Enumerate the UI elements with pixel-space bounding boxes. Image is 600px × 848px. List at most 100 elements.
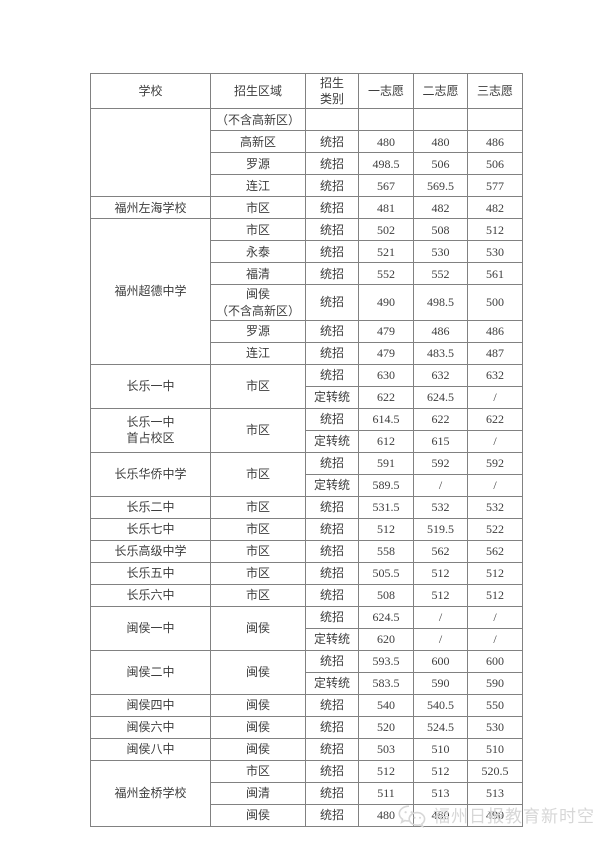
score-cell-choice-3 (467, 108, 523, 132)
area-cell: 闽清 (210, 781, 306, 805)
score-cell-choice-2: 519.5 (413, 517, 468, 541)
category-cell: 统招 (305, 363, 359, 387)
score-cell-choice-2: 480 (413, 130, 468, 154)
table-row: 定转统 589.5// (91, 473, 523, 497)
score-cell-choice-3: 530 (467, 240, 523, 264)
admission-score-table: 学校 招生区域 招生 类别 一志愿 二志愿 三志愿 （不含高新区） 高新区 统招 480 480 4… (90, 72, 523, 827)
category-cell: 统招 (305, 196, 359, 220)
score-cell-choice-1: 593.5 (358, 649, 414, 673)
score-cell-choice-2: 508 (413, 218, 468, 242)
score-cell-choice-2: 530 (413, 240, 468, 264)
score-cell-choice-1: 508 (358, 583, 414, 607)
school-cell: 闽侯四中 (90, 693, 211, 717)
score-cell-choice-2: 592 (413, 451, 468, 475)
table-row: 福州左海学校 市区 统招 481 482 482 (90, 196, 523, 220)
table-row: 连江 统招 567 569.5 577 (91, 174, 523, 198)
score-cell-choice-1: 620 (358, 627, 414, 651)
table-row: （不含高新区） (90, 108, 523, 198)
school-cell: 福州金桥学校 (90, 759, 211, 827)
score-cell-choice-1: 505.5 (358, 561, 414, 585)
score-cell-choice-2: 569.5 (413, 174, 468, 198)
score-cell-choice-1: 498.5 (358, 152, 414, 176)
score-cell-choice-2: 510 (413, 737, 468, 761)
school-cell: 长乐一中 (90, 363, 211, 409)
score-cell-choice-3: / (467, 429, 523, 453)
category-cell: 统招 (305, 715, 359, 739)
table-row: 长乐高级中学 市区 统招 558 562 562 (90, 539, 523, 563)
area-cell: 市区 (210, 451, 306, 497)
area-cell: 闽侯 (210, 737, 306, 761)
column-header-0: 学校 (90, 72, 211, 110)
score-cell-choice-3: 486 (467, 319, 523, 343)
school-cell: 长乐二中 (90, 495, 211, 519)
score-cell-choice-1: 567 (358, 174, 414, 198)
score-cell-choice-3: 506 (467, 152, 523, 176)
category-cell: 定转统 (305, 385, 359, 409)
score-cell-choice-3: 530 (467, 715, 523, 739)
table-row: 福州金桥学校 市区 统招 512 512 520.5 (90, 759, 523, 827)
score-cell-choice-3: 632 (467, 363, 523, 387)
score-cell-choice-2: 482 (413, 196, 468, 220)
category-cell: 统招 (305, 605, 359, 629)
category-cell: 统招 (305, 737, 359, 761)
category-cell: 统招 (305, 262, 359, 286)
score-cell-choice-2: 512 (413, 759, 468, 783)
score-cell-choice-3: 550 (467, 693, 523, 717)
area-cell: 连江 (210, 341, 306, 365)
area-cell: 闽侯 (210, 715, 306, 739)
table-row: 闽侯一中 闽侯 统招 624.5// (90, 605, 523, 651)
score-cell-choice-1: 512 (358, 517, 414, 541)
score-cell-choice-2: 498.5 (413, 284, 468, 321)
score-cell-choice-2: / (413, 627, 468, 651)
table-header-row: 学校 招生区域 招生 类别 一志愿 二志愿 三志愿 (90, 72, 523, 110)
score-cell-choice-3: 490 (467, 803, 523, 827)
score-cell-choice-1: 521 (358, 240, 414, 264)
score-cell-choice-1: 612 (358, 429, 414, 453)
table-row: 长乐五中 市区 统招 505.5 512 512 (90, 561, 523, 585)
score-cell-choice-2 (413, 108, 468, 132)
score-cell-choice-1: 558 (358, 539, 414, 563)
area-cell: 闽侯 (210, 803, 306, 827)
score-cell-choice-3: 500 (467, 284, 523, 321)
score-cell-choice-3: 600 (467, 649, 523, 673)
school-cell: 长乐一中 首占校区 (90, 407, 211, 453)
table-row: 福州超德中学 市区 统招 502 508 512 (90, 218, 523, 365)
table-row: 长乐七中 市区 统招 512 519.5 522 (90, 517, 523, 541)
watermark: 福州日报教育新时空 (397, 804, 595, 830)
category-cell: 统招 (305, 759, 359, 783)
school-cell: 长乐七中 (90, 517, 211, 541)
score-cell-choice-2: 562 (413, 539, 468, 563)
category-cell: 统招 (305, 240, 359, 264)
category-cell: 统招 (305, 539, 359, 563)
score-cell-choice-3: / (467, 473, 523, 497)
area-cell: 高新区 (210, 130, 306, 154)
area-cell: 市区 (210, 363, 306, 409)
score-cell-choice-2: 486 (413, 319, 468, 343)
score-cell-choice-2: 524.5 (413, 715, 468, 739)
score-cell-choice-3: 482 (467, 196, 523, 220)
score-cell-choice-3: 562 (467, 539, 523, 563)
area-cell: 市区 (210, 561, 306, 585)
score-cell-choice-2: 513 (413, 781, 468, 805)
wechat-icon (398, 805, 426, 829)
score-cell-choice-2: 600 (413, 649, 468, 673)
area-cell: 市区 (210, 583, 306, 607)
area-cell: 福清 (210, 262, 306, 286)
column-header-4: 二志愿 (413, 72, 468, 110)
score-cell-choice-3: 592 (467, 451, 523, 475)
area-cell: 闽侯 （不含高新区） (210, 284, 306, 321)
column-header-3: 一志愿 (358, 72, 414, 110)
school-cell: 闽侯八中 (90, 737, 211, 761)
score-cell-choice-2: 512 (413, 561, 468, 585)
score-cell-choice-1: 624.5 (358, 605, 414, 629)
score-cell-choice-2: / (413, 605, 468, 629)
score-cell-choice-1: 614.5 (358, 407, 414, 431)
score-cell-choice-3: 510 (467, 737, 523, 761)
table-row: 定转统 583.5 590 590 (91, 671, 523, 695)
category-cell: 定转统 (305, 627, 359, 651)
table-row: 长乐六中 市区 统招 508 512 512 (90, 583, 523, 607)
score-cell-choice-1: 479 (358, 341, 414, 365)
area-cell: 市区 (210, 495, 306, 519)
category-cell: 统招 (305, 583, 359, 607)
table-row: 闽清 统招 511 513 513 (91, 781, 523, 805)
